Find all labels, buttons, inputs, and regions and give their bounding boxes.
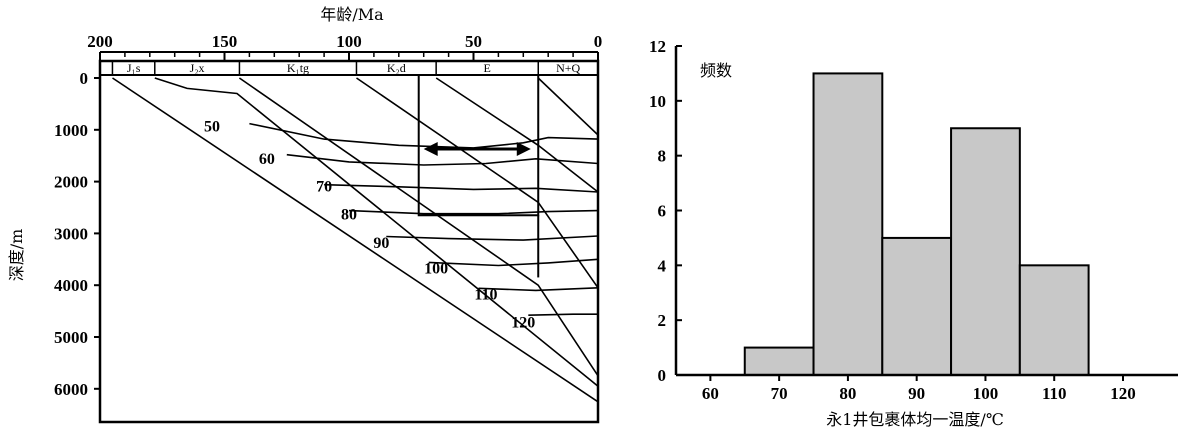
left-y-tick-label: 6000: [54, 380, 88, 399]
right-x-ticks: 60 70 80 90 100 110 120: [702, 375, 1136, 403]
right-x-tick-label: 60: [702, 384, 719, 403]
left-x-tick-label: 0: [594, 32, 603, 51]
right-x-tick-label: 100: [973, 384, 999, 403]
right-x-tick-label: 70: [771, 384, 788, 403]
histogram-bars: [743, 72, 1090, 377]
left-plot-frame: [98, 59, 600, 424]
right-y-tick-label: 10: [649, 92, 666, 111]
strata-label: J₁s: [127, 61, 141, 75]
arrow-head-right: [516, 141, 531, 156]
left-y-tick-label: 4000: [54, 276, 88, 295]
isotherm-line: [324, 183, 599, 193]
left-x-ticks: 200 150 100 50 0: [87, 32, 602, 61]
burial-curve: [537, 77, 599, 136]
left-x-tick-label: 150: [212, 32, 238, 51]
isotherm-line: [249, 122, 599, 149]
right-x-tick-label: 80: [839, 384, 856, 403]
isotherm-line: [428, 258, 599, 267]
isotherm-label: 60: [259, 151, 275, 168]
left-y-axis-label: 深度/m: [7, 229, 26, 282]
highlight-rect: [417, 74, 540, 217]
histogram-bar: [881, 236, 953, 376]
double-arrow: [423, 141, 531, 156]
right-x-axis-label: 永1井包裹体均一温度/℃: [826, 410, 1003, 429]
strata-label: K₂d: [387, 61, 406, 75]
right-y-ticks: 0 2 4 6 8 10 12: [649, 37, 682, 385]
isotherm-line: [528, 313, 598, 316]
arrow-head-left: [423, 141, 438, 156]
right-x-tick-label: 120: [1110, 384, 1136, 403]
left-x-tick-label: 100: [336, 32, 362, 51]
left-y-tick-label: 1000: [54, 121, 88, 140]
left-y-tick-label: 0: [80, 69, 89, 88]
histogram-bar: [743, 346, 815, 377]
highlight-box: [417, 74, 540, 278]
left-x-tick-label: 200: [87, 32, 113, 51]
isotherms: 50 60 70 80 90 100 110 120: [204, 119, 599, 331]
burial-history-chart: 年龄/Ma 深度/m 200 150 100 50 0 0 1000 2000 3000 400…: [7, 5, 602, 424]
left-y-ticks: 0 1000 2000 3000 4000 5000 6000: [54, 69, 100, 399]
burial-curve: [238, 77, 599, 377]
isotherm-line: [286, 153, 599, 166]
right-y-tick-label: 2: [658, 311, 667, 330]
histogram-bar: [812, 72, 884, 377]
isotherm-line: [386, 235, 599, 241]
histogram-bar: [1018, 264, 1090, 377]
right-y-tick-label: 12: [649, 37, 666, 56]
left-x-tick-label: 50: [465, 32, 482, 51]
right-y-tick-label: 0: [658, 366, 667, 385]
strata-label: J₂x: [190, 61, 205, 75]
strata-label: K₁tg: [287, 61, 309, 75]
right-y-axis-label: 频数: [700, 61, 732, 80]
isotherm-label: 120: [511, 314, 535, 331]
burial-curve: [356, 77, 599, 289]
right-x-tick-label: 110: [1042, 384, 1067, 403]
isotherm-label: 70: [316, 179, 332, 196]
right-y-tick-label: 6: [658, 202, 667, 221]
burial-curve: [435, 77, 599, 193]
strata-label: E: [484, 61, 491, 75]
isotherm-label: 100: [424, 261, 448, 278]
strata-band: J₁s J₂x K₁tg K₂d E N+Q: [100, 61, 598, 76]
histogram-bar: [950, 127, 1021, 376]
right-y-tick-label: 4: [658, 256, 667, 275]
isotherm-label: 80: [341, 207, 357, 224]
isotherm-line: [348, 209, 599, 215]
right-x-tick-label: 90: [908, 384, 925, 403]
isotherm-label: 50: [204, 119, 220, 136]
left-y-tick-label: 2000: [54, 173, 88, 192]
histogram-chart: 频数 永1井包裹体均一温度/℃ 60 70 80 90 100 110 120 0 2 4 6 8 1…: [649, 37, 1178, 429]
right-y-tick-label: 8: [658, 147, 667, 166]
strata-label: N+Q: [556, 61, 580, 75]
burial-curve: [112, 77, 599, 403]
isotherm-line: [478, 287, 599, 292]
left-y-tick-label: 3000: [54, 224, 88, 243]
left-x-axis-label: 年龄/Ma: [320, 5, 384, 24]
burial-curve: [154, 77, 599, 387]
isotherm-label: 110: [474, 286, 497, 303]
left-y-tick-label: 5000: [54, 328, 88, 347]
isotherm-label: 90: [373, 235, 389, 252]
